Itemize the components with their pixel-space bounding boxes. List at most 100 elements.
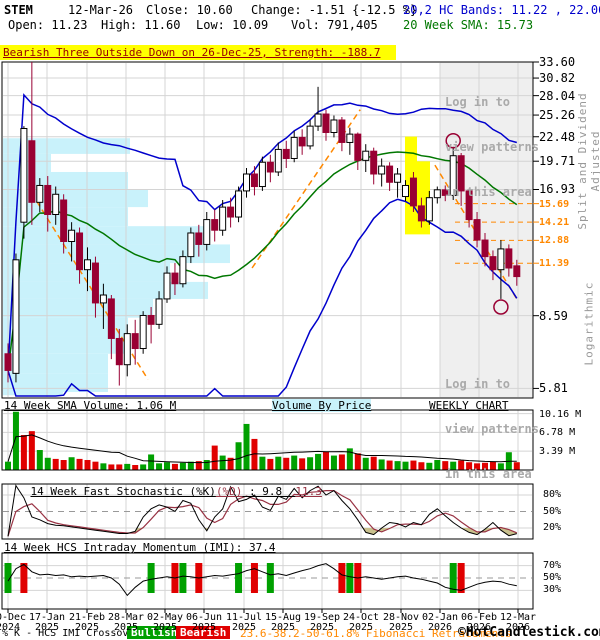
volume-bar [450,461,457,470]
volume-bar [275,456,282,470]
bullish-signal-bar [235,563,243,593]
volume-pane [1,409,534,471]
quote-date: 12-Mar-26 [68,3,134,17]
candle-body [266,161,274,173]
stochastic-axis-label: 20% [543,522,562,533]
x-axis-tick-label: 15-Aug 2025 [264,612,302,633]
imi-line [7,563,517,597]
candle-body [107,298,115,339]
volume-bar [148,454,155,470]
volume-bar [370,456,377,470]
login-overlay-bottom[interactable]: Log in to view patterns in this area [445,347,539,512]
stochastic-k-value: : 9.8 [242,485,296,498]
candle-body [36,184,44,203]
login-overlay-top[interactable]: Log in to view patterns in this area [445,65,539,230]
candle-body [505,248,513,269]
weekly-chart-link[interactable]: WEEKLY CHART [429,399,509,412]
volume-bar [402,461,409,470]
copyright-link[interactable]: ©HotCandlestick.com [458,625,600,640]
stochastic-d-label: (%D) [215,485,243,498]
volume-axis-label: 6.78 M [539,427,576,439]
volume-bar [140,464,147,470]
candle-body [457,155,465,192]
candle-body [187,232,195,258]
fibonacci-axis-label: 11.39 [539,258,570,270]
candle-body [513,265,521,278]
bullish-signal-bar [179,563,187,593]
candle-body [179,256,187,285]
volume-bar [60,460,67,470]
candle-body [131,333,139,350]
volume-bar [12,411,19,470]
candle-body [425,197,433,222]
volume-bar [267,458,274,470]
candle-body [322,113,330,133]
volume-by-price-bar [3,336,128,354]
x-axis-tick-label: 20-Dec 2024 [0,612,27,633]
candle-body [171,272,179,285]
volume-by-price-link[interactable]: Volume By Price [272,399,372,412]
candle-body [441,189,449,196]
candle-body [362,150,370,161]
candle-body [91,262,99,304]
volume-axis-label: 3.39 M [539,446,576,458]
volume-sma-link[interactable]: 14 Week SMA Volume: 1.06 M [4,399,177,412]
volume-bar [84,460,91,470]
volume-bar [315,453,322,470]
candle-body [433,189,441,199]
candle-body [282,148,290,159]
price-axis-label: 30.82 [539,71,576,86]
bullish-signal-bar [147,563,155,593]
stochastic-header-link[interactable]: 14 Week Fast Stochastic (%K)(%D) : 9.8 1… [4,472,322,511]
x-axis-tick-label: 28-Nov 2025 [382,612,420,633]
volume-bar [378,459,385,470]
price-axis-label: 5.81 [539,381,568,396]
candle-body [449,155,457,196]
bearish-signal-bar [20,563,28,593]
volume-axis-label: 10.16 M [539,408,582,420]
x-axis-tick-label: 28-Mar 2025 [107,612,145,633]
candle-body [497,248,505,271]
candle-body [306,125,314,147]
price-axis-label: 19.71 [539,154,576,169]
stochastic-d-line [7,490,518,537]
restricted-patterns-area [440,62,533,398]
x-axis-tick-label: 24-Oct 2025 [342,612,380,633]
login-line: in this area [445,467,532,481]
volume-bar [124,463,131,470]
candle-body [219,206,227,231]
candle-body [84,259,91,271]
imi-axis-label: 70% [543,559,562,571]
log-scale-note: Logarithmic [582,281,596,366]
volume-bar [76,458,83,470]
bearish-signal-bar [250,563,258,593]
stochastic-k-line [7,484,517,537]
volume-bar [116,464,123,470]
candle-body [44,184,52,215]
x-axis-tick-label: 19-Sep 2025 [303,612,341,633]
pattern-banner[interactable]: Bearish Three Outside Down on 26-Dec-25,… [0,45,396,60]
candle-body [28,140,36,203]
pattern-banner-link[interactable]: Bearish Three Outside Down on 26-Dec-25,… [3,46,381,59]
volume-bar [100,463,107,470]
volume-bar [386,460,393,470]
bullish-signal-bar [4,563,12,593]
hc-bands-value: 20,2 HC Bands: 11.22 , 22.06 [403,3,600,17]
candle-body [12,259,20,374]
bearish-badge[interactable]: Bearish [176,626,231,639]
x-axis-tick-label: 12-Mar 2026 [499,612,537,633]
imi-crossover-legend: % K - HCS IMI Crossover, [2,628,147,639]
volume-bar [489,461,496,470]
login-line: view patterns [445,140,539,154]
volume-bar [235,442,242,470]
quote-low: Low: 10.09 [196,18,269,32]
quote-volume: Vol: 791,405 [291,18,378,32]
bullish-badge[interactable]: Bullish [127,626,182,639]
volume-bar [299,458,306,470]
price-axis-label: 8.59 [539,308,568,323]
candle-body [378,165,386,175]
price-axis-label: 16.93 [539,182,576,197]
candle-body [409,177,417,207]
imi-header-link[interactable]: 14 Week HCS Intraday Momentum (IMI): 37.… [4,541,276,554]
